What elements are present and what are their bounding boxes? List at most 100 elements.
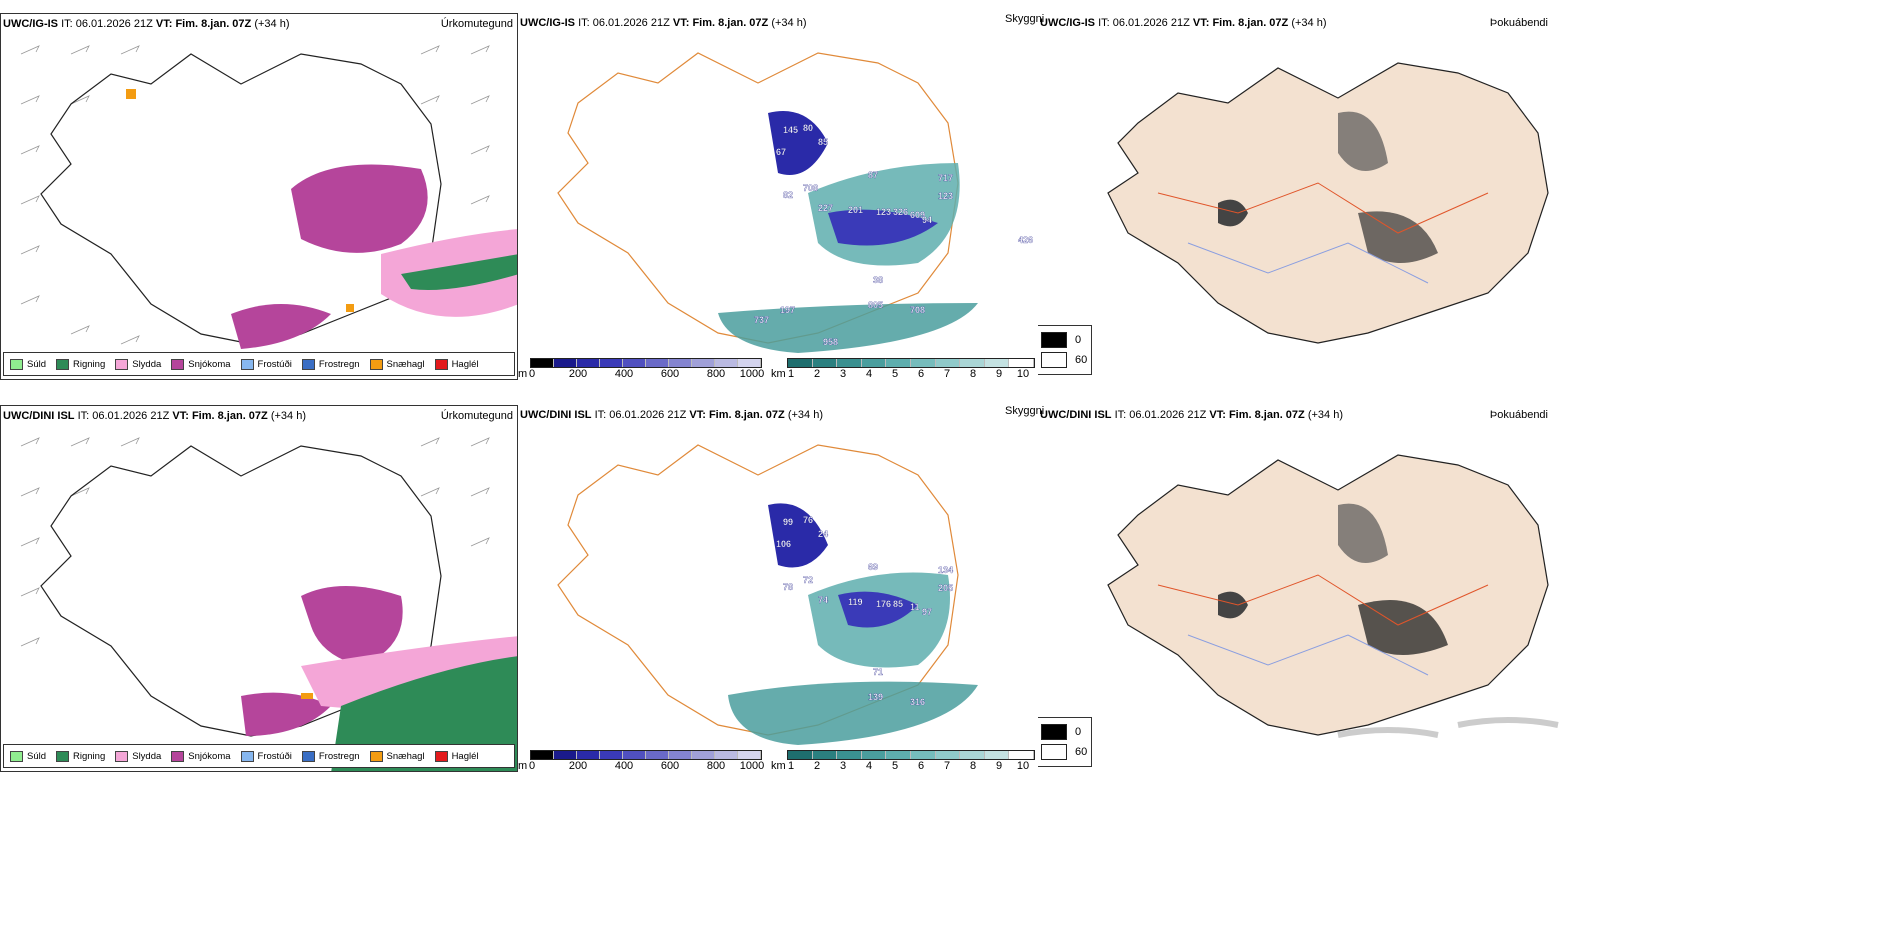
visibility-map-row2: 99 76 106 24 72 78 74 119 176 85 11 69 134 205 97 71 139…: [557, 444, 978, 745]
colorbar-swatch: [531, 359, 554, 367]
colorbar-swatch: [531, 751, 554, 759]
model-name: UWC/DINI ISL: [1040, 409, 1112, 421]
fog-area-central: [1358, 211, 1438, 263]
cloud-base-label: 82: [783, 190, 793, 200]
legend-item: Rigning: [56, 358, 105, 370]
colorbar-tick: 0: [528, 760, 536, 772]
fog-legend-light: 60: [1041, 352, 1087, 368]
colorbar-swatch: [984, 751, 1010, 759]
cloud-base-label: 145: [783, 125, 798, 135]
vt-value: Fim. 8.jan. 07Z: [708, 409, 785, 421]
legend-label: Frostregn: [318, 358, 360, 370]
legend-label: Slydda: [132, 358, 162, 370]
model-name: UWC/DINI ISL: [520, 409, 592, 421]
snow-area-south: [231, 304, 331, 349]
colorbar-swatch: [935, 751, 961, 759]
river-line: [1187, 242, 1429, 284]
legend-item: Snjókoma: [171, 750, 231, 762]
road-line: [1157, 574, 1489, 626]
colorbar-tick: 800: [706, 760, 726, 772]
legend-label: Snjókoma: [188, 750, 231, 762]
fog-legend: 0 60: [1038, 325, 1092, 375]
precip-map-row1: [20, 45, 517, 349]
it-value: 06.01.2026 21Z: [1112, 17, 1190, 29]
cloud-base-colorbar-boxes: [530, 750, 762, 760]
rain-area: [331, 656, 517, 771]
visibility-colorbar-boxes: [787, 750, 1035, 760]
colorbar-swatch: [788, 751, 813, 759]
precip-legend: Súld Rigning Slydda Snjókoma Frostúði Fr…: [3, 352, 515, 376]
panel-title-visibility: Skyggni: [1005, 13, 1045, 25]
cloud-base-label: 24: [818, 529, 828, 539]
colorbar-swatch: [910, 359, 936, 367]
colorbar-tick: 400: [614, 368, 634, 380]
legend-swatch: [10, 750, 23, 762]
legend-item: Súld: [10, 358, 46, 370]
cloud-base-label: 74: [818, 595, 828, 605]
panel-header: UWC/DINI ISL IT: 06.01.2026 21Z VT: Fim.…: [1038, 409, 1900, 425]
fog-legend-light-label: 60: [1075, 746, 1088, 758]
colorbar-swatch: [692, 359, 715, 367]
panel-title-visibility-row2: Skyggni: [1005, 405, 1045, 417]
legend-swatch: [115, 358, 129, 370]
colorbar-tick: 8: [969, 760, 977, 772]
cloud-base-label: 609: [910, 210, 925, 220]
vt-label: VT:: [672, 17, 690, 29]
colorbar-swatch: [738, 359, 761, 367]
lead-time: (+34 h): [1307, 409, 1343, 421]
colorbar-swatch: [1009, 359, 1034, 367]
rain-area: [401, 254, 517, 290]
vt-label: VT:: [155, 18, 173, 30]
panel-header: UWC/IG-IS IT: 06.01.2026 21Z VT: Fim. 8.…: [1038, 17, 1900, 33]
low-cloud-area-central: [828, 209, 938, 246]
colorbar-swatch: [600, 359, 623, 367]
panel-header: UWC/DINI ISL IT: 06.01.2026 21Z VT: Fim.…: [1, 410, 517, 426]
colorbar-tick: 10: [1016, 760, 1030, 772]
cloud-base-label: 85: [818, 137, 828, 147]
cloud-base-label: 67: [776, 147, 786, 157]
colorbar-tick: 9: [995, 368, 1003, 380]
it-value: 06.01.2026 21Z: [592, 17, 670, 29]
colorbar-swatch: [554, 359, 577, 367]
panel-title: Úrkomutegund: [440, 410, 513, 422]
colorbar-tick: 1: [787, 760, 795, 772]
vt-value: Fim. 8.jan. 07Z: [692, 17, 769, 29]
colorbar-tick: 1000: [739, 760, 765, 772]
lead-time: (+34 h): [771, 17, 807, 29]
legend-item: Slydda: [115, 750, 161, 762]
cloud-base-label: 119: [848, 597, 863, 607]
legend-item: Snjókoma: [171, 358, 231, 370]
model-name: UWC/IG-IS: [520, 17, 575, 29]
colorbar-swatch: [960, 359, 985, 367]
legend-swatch: [56, 358, 70, 370]
cloud-base-colorbar: m 0 200 400 600 800 1000: [518, 358, 768, 380]
fog-panel-row2: UWC/DINI ISL IT: 06.01.2026 21Z VT: Fim.…: [1038, 405, 1900, 772]
legend-item: Haglél: [434, 358, 479, 370]
fog-streak: [1337, 717, 1559, 738]
colorbar-swatch: [600, 751, 623, 759]
cloud-base-label: 72: [803, 575, 813, 585]
cloud-base-label: 316: [910, 697, 925, 707]
legend-label: Rigning: [73, 750, 106, 762]
it-label: IT:: [578, 17, 590, 29]
cloud-base-label: 176: [876, 599, 891, 609]
cloud-base-label: 87: [868, 170, 878, 180]
vt-label: VT:: [172, 410, 189, 422]
legend-swatch: [301, 358, 315, 370]
legend-item: Slydda: [115, 358, 162, 370]
fog-area: [1338, 111, 1388, 171]
it-label: IT:: [594, 409, 607, 421]
precip-panel-row2: UWC/DINI ISL IT: 06.01.2026 21Z VT: Fim.…: [0, 405, 518, 772]
colorbar-swatch: [623, 359, 646, 367]
cloud-base-label: 708: [803, 183, 818, 193]
fog-legend-dark-label: 0: [1075, 726, 1082, 738]
legend-item: Haglél: [434, 750, 479, 762]
colorbar-swatch: [910, 751, 936, 759]
legend-label: Súld: [27, 750, 47, 762]
vt-label: VT:: [1209, 409, 1226, 421]
snow-area: [291, 164, 428, 253]
visibility-colorbar-boxes: [787, 358, 1035, 368]
it-value: 06.01.2026 21Z: [609, 409, 687, 421]
colorbar-swatch: [692, 751, 715, 759]
cloud-base-label: 708: [910, 305, 925, 315]
